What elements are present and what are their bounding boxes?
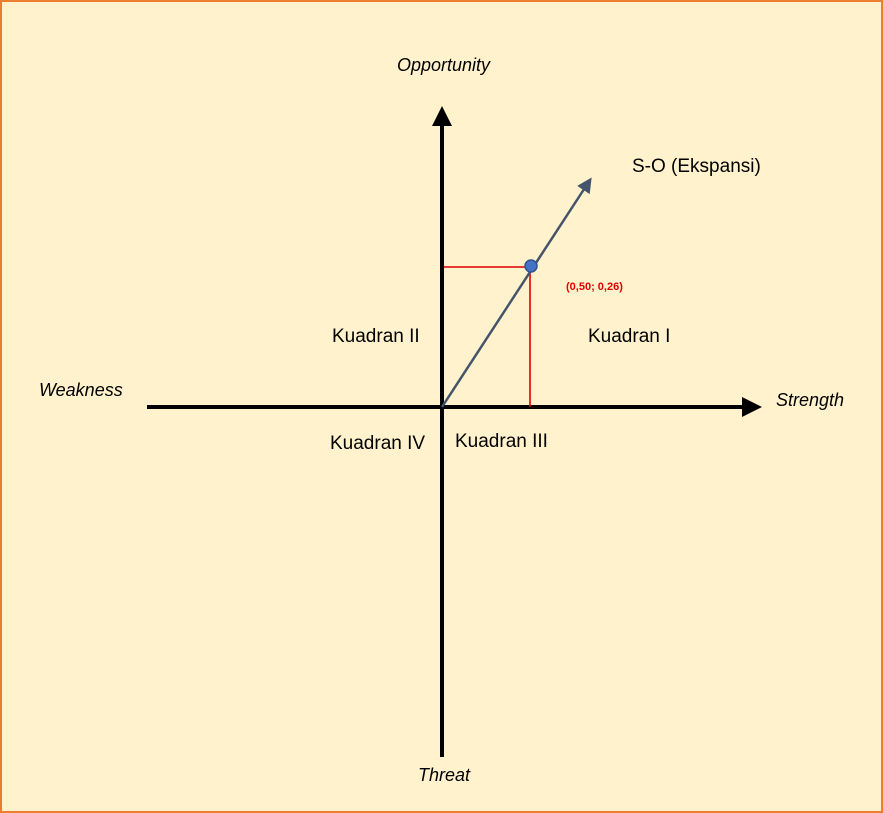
axis-label-weakness: Weakness [39,380,123,400]
quadrant-label-ii: Kuadran II [332,326,420,347]
axis-label-opportunity: Opportunity [397,55,491,75]
axis-label-threat: Threat [418,765,471,785]
strategy-label: S-O (Ekspansi) [632,156,761,177]
point-coordinate-label: (0,50; 0,26) [566,281,623,293]
quadrant-label-iii: Kuadran III [455,431,548,452]
axis-label-strength: Strength [776,390,845,410]
strategy-vector [440,177,592,408]
quadrant-label-i: Kuadran I [588,326,671,347]
position-point [524,259,538,273]
quadrant-label-iv: Kuadran IV [330,433,426,454]
